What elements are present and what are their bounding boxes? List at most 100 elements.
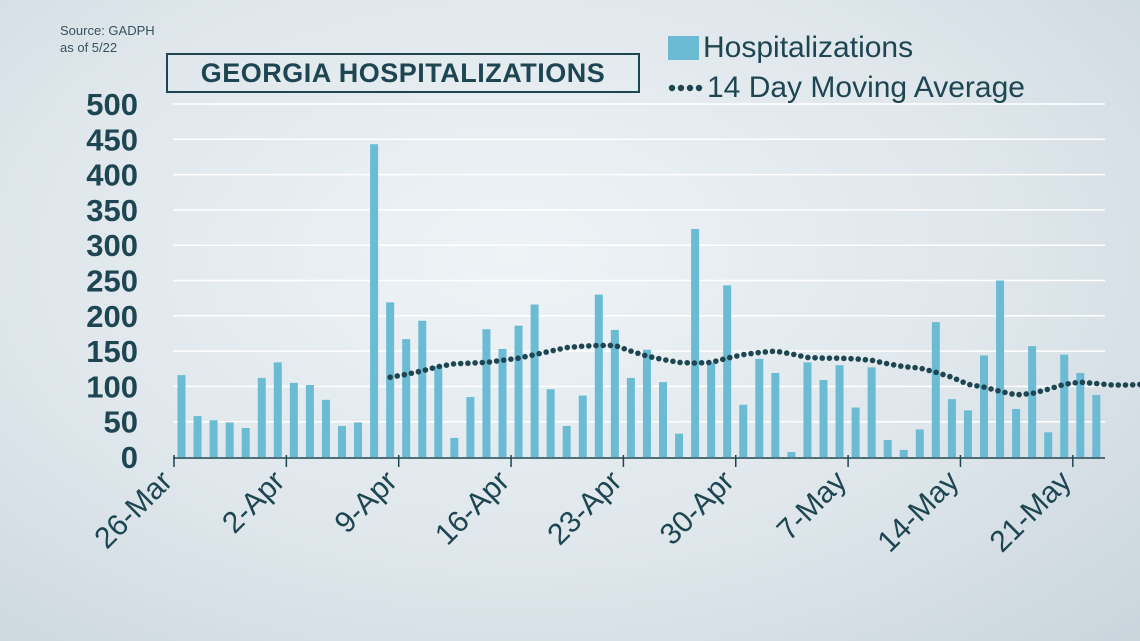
x-tick-label: 30-Apr	[654, 465, 741, 552]
bar	[851, 407, 860, 457]
x-axis-ticks: 26-Mar 2-Apr 9-Apr 16-Apr 23-Apr 30-Apr 7-May 1…	[88, 455, 1078, 559]
average-dot	[648, 354, 655, 360]
bar	[626, 377, 635, 457]
average-dot	[855, 356, 862, 362]
bar	[996, 280, 1005, 457]
average-dot	[394, 373, 401, 379]
average-dot	[897, 363, 904, 369]
average-dot	[862, 356, 869, 363]
average-dot	[571, 344, 578, 350]
average-dot	[1108, 382, 1114, 388]
chart-title: GEORGIA HOSPITALIZATIONS	[166, 53, 640, 93]
average-dot	[1037, 388, 1044, 395]
y-tick-label: 400	[86, 158, 138, 193]
bar	[498, 348, 507, 457]
average-dot	[670, 358, 676, 365]
bar	[257, 377, 266, 457]
average-dot	[940, 371, 946, 378]
average-dot	[988, 386, 994, 392]
average-dot	[600, 342, 606, 349]
bar	[321, 399, 330, 457]
average-dot	[1002, 389, 1008, 396]
bar	[546, 389, 555, 457]
average-dot	[876, 359, 883, 365]
bar	[659, 382, 667, 457]
bar	[434, 365, 443, 457]
average-dot	[762, 349, 769, 355]
bar	[418, 320, 427, 457]
x-tick-label: 16-Apr	[429, 465, 516, 552]
average-dot	[522, 353, 528, 360]
average-dot	[593, 342, 599, 349]
gridlines	[173, 103, 1105, 423]
average-dot	[1122, 382, 1129, 388]
bar	[1092, 394, 1101, 457]
bar	[1076, 372, 1085, 457]
average-dot	[890, 362, 897, 368]
average-dot	[1030, 390, 1037, 396]
average-dot	[967, 381, 973, 388]
average-dot	[905, 364, 911, 370]
y-tick-label: 450	[86, 122, 138, 157]
average-dot	[536, 350, 542, 357]
average-dot	[472, 360, 478, 366]
average-dot	[974, 383, 980, 389]
bar	[883, 440, 892, 457]
average-dot	[727, 354, 733, 361]
bar	[963, 410, 972, 457]
y-tick-label: 200	[86, 299, 138, 334]
bar	[819, 380, 828, 457]
legend-dotted-line-swatch	[668, 84, 703, 92]
average-dot	[953, 376, 960, 383]
bar	[530, 304, 539, 457]
y-tick-label: 250	[86, 264, 138, 299]
bar	[594, 294, 603, 457]
y-tick-label: 0	[121, 440, 138, 475]
average-dot	[614, 343, 621, 350]
y-tick-label: 500	[86, 87, 138, 122]
average-dot	[515, 355, 521, 362]
bar	[1044, 432, 1053, 457]
average-dot	[578, 343, 585, 350]
bar	[675, 433, 684, 457]
average-dot	[755, 349, 761, 356]
average-dot	[543, 349, 549, 355]
average-dot	[848, 355, 854, 362]
bar	[578, 395, 587, 457]
bar	[177, 375, 186, 457]
bar	[867, 367, 876, 457]
bar	[1060, 354, 1069, 457]
average-dot	[415, 368, 422, 375]
average-dot	[947, 373, 953, 380]
bar	[1028, 346, 1037, 457]
average-dot	[790, 351, 797, 358]
average-dot	[655, 355, 662, 362]
average-dot	[479, 359, 486, 366]
average-dot	[500, 357, 507, 363]
average-dot	[1072, 380, 1079, 386]
bar	[835, 365, 844, 457]
bar	[370, 144, 379, 457]
y-tick-label: 350	[86, 193, 138, 228]
bar	[338, 425, 346, 457]
bar	[691, 228, 700, 457]
average-dot	[486, 359, 493, 365]
average-dot	[457, 360, 464, 367]
average-dot	[1009, 391, 1015, 397]
average-dot	[981, 384, 987, 390]
average-dot	[621, 345, 628, 352]
average-dot	[508, 356, 514, 362]
average-dot	[429, 365, 436, 371]
bar	[755, 358, 764, 457]
average-dot	[387, 374, 393, 381]
average-dot	[564, 344, 571, 351]
bar	[739, 404, 748, 457]
x-tick-label: 7-May	[771, 465, 853, 547]
average-dot	[628, 348, 634, 354]
bar	[225, 422, 234, 457]
bar	[241, 428, 250, 457]
bar	[980, 355, 988, 457]
legend-line-label: 14 Day Moving Average	[707, 71, 1025, 104]
average-dot	[783, 350, 790, 356]
average-dot	[529, 352, 535, 358]
